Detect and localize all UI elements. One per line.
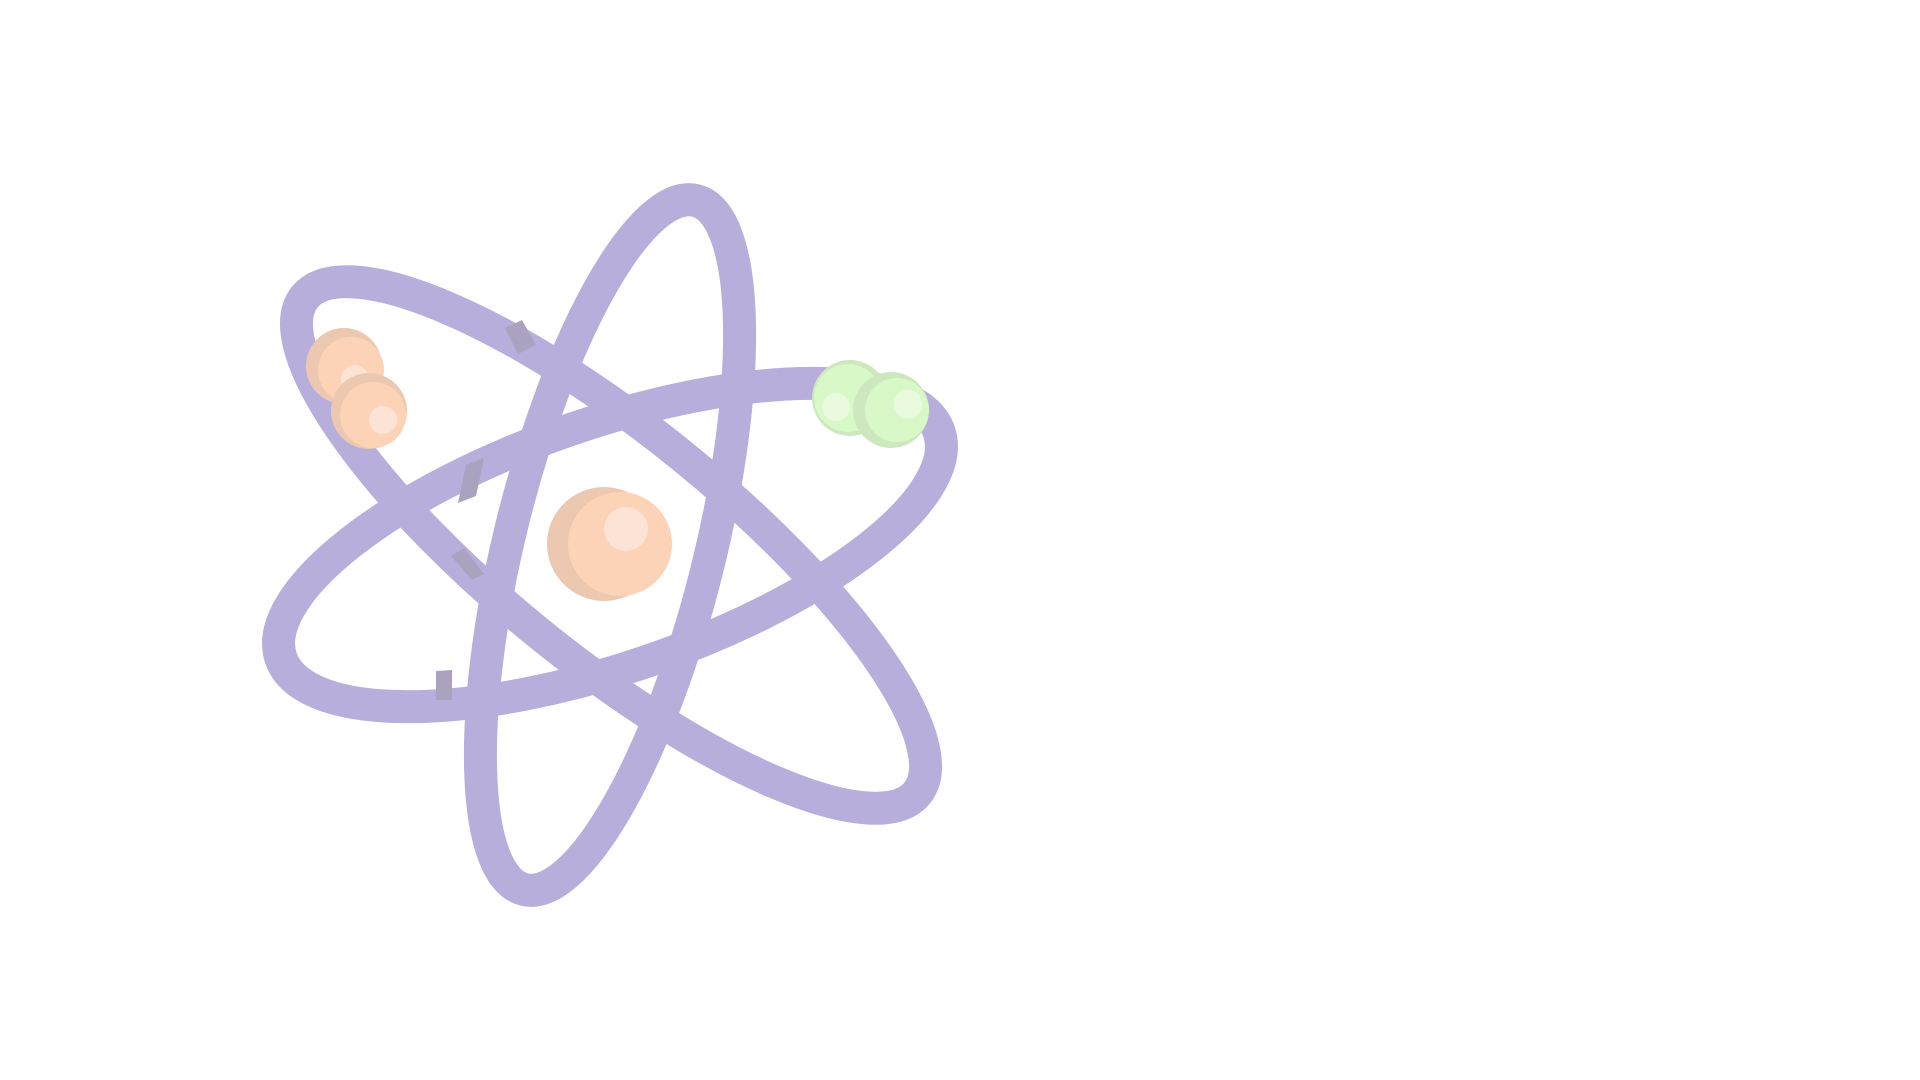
orbit-horizontal <box>262 366 958 724</box>
electron-orange-2 <box>331 373 407 449</box>
orbit-diagonal <box>280 265 942 825</box>
electron-green-2 <box>853 372 929 448</box>
orbit-crossing-shadows <box>436 320 536 700</box>
nucleus <box>547 487 672 601</box>
orbit-vertical <box>463 183 757 907</box>
